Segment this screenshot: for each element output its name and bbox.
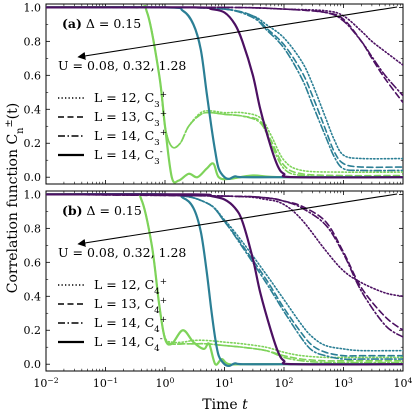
panel-label: (b) Δ = 0.15 <box>62 203 142 218</box>
parameter-arrow <box>77 6 398 60</box>
legend-label: L = 14, C3- <box>94 147 163 167</box>
x-tick-label: 102 <box>275 376 294 391</box>
legend-label: L = 12, C3+ <box>94 90 167 110</box>
x-tick-label: 10−1 <box>93 376 118 391</box>
x-tick-label: 103 <box>334 376 353 391</box>
series-line-U0.32-dashdot <box>46 6 403 172</box>
y-tick-label: 0.4 <box>24 103 42 116</box>
series-group <box>46 192 403 368</box>
series-line-U0.32-solid <box>46 193 403 368</box>
arrow-label: U = 0.08, 0.32, 1.28 <box>58 245 186 260</box>
legend-label: L = 12, C4+ <box>94 277 167 297</box>
series-line-U0.08-dashdot <box>46 5 403 179</box>
panel-a: 0.0 0.2 0.4 0.6 0.8 1.0 (a) Δ = 0.15 U = 0.08, … <box>24 1 404 185</box>
arrow-label: U = 0.08, 0.32, 1.28 <box>58 58 186 73</box>
y-tick-label: 1.0 <box>24 188 42 201</box>
series-line-U1.28-dashdot <box>46 6 403 97</box>
series-line-U0.08-dashdot <box>46 193 403 364</box>
legend-label: L = 14, C4- <box>94 334 163 354</box>
x-axis-title: Time t <box>202 397 248 413</box>
series-line-U1.28-dashed <box>46 193 403 332</box>
y-tick-label: 0.4 <box>24 290 42 303</box>
y-tick-label: 0.8 <box>24 222 42 235</box>
x-tick-label: 100 <box>156 376 175 391</box>
series-line-U0.32-dashdot <box>46 192 403 361</box>
x-tick-label: 101 <box>215 376 234 391</box>
y-tick-label: 0.0 <box>24 171 42 184</box>
legend-label: L = 13, C3+ <box>94 109 167 129</box>
panel-label: (a) Δ = 0.15 <box>62 16 141 31</box>
y-tick-label: 0.2 <box>24 137 42 150</box>
panel-b: 10−2 10−1 100 101 102 103 104 0.0 0.2 0.4 0.6 0.8 1.… <box>24 188 413 390</box>
y-tick-label: 0.8 <box>24 35 42 48</box>
series-line-U0.32-dotted <box>46 192 403 352</box>
y-tick-label: 0.0 <box>24 358 42 371</box>
series-line-U1.28-solid <box>46 6 403 179</box>
parameter-arrow <box>77 193 398 247</box>
y-tick-label: 0.6 <box>24 69 42 82</box>
series-line-U0.32-solid <box>46 6 403 181</box>
series-line-U1.28-dashdot <box>46 193 403 338</box>
series-line-U0.32-dashed <box>46 6 403 169</box>
y-tick-label: 0.2 <box>24 324 42 337</box>
y-tick-label: 0.6 <box>24 256 42 269</box>
series-group <box>46 4 403 184</box>
x-tick-label: 104 <box>394 376 413 391</box>
legend-label: L = 14, C4+ <box>94 315 167 335</box>
y-tick-label: 1.0 <box>24 1 42 14</box>
y-axis-title: Correlation function Cn±(t) <box>4 103 26 294</box>
series-line-U0.32-dotted <box>46 6 403 160</box>
legend-label: L = 13, C4+ <box>94 296 167 316</box>
x-tick-label: 10−2 <box>33 376 58 391</box>
legend-label: L = 14, C3+ <box>94 128 167 148</box>
